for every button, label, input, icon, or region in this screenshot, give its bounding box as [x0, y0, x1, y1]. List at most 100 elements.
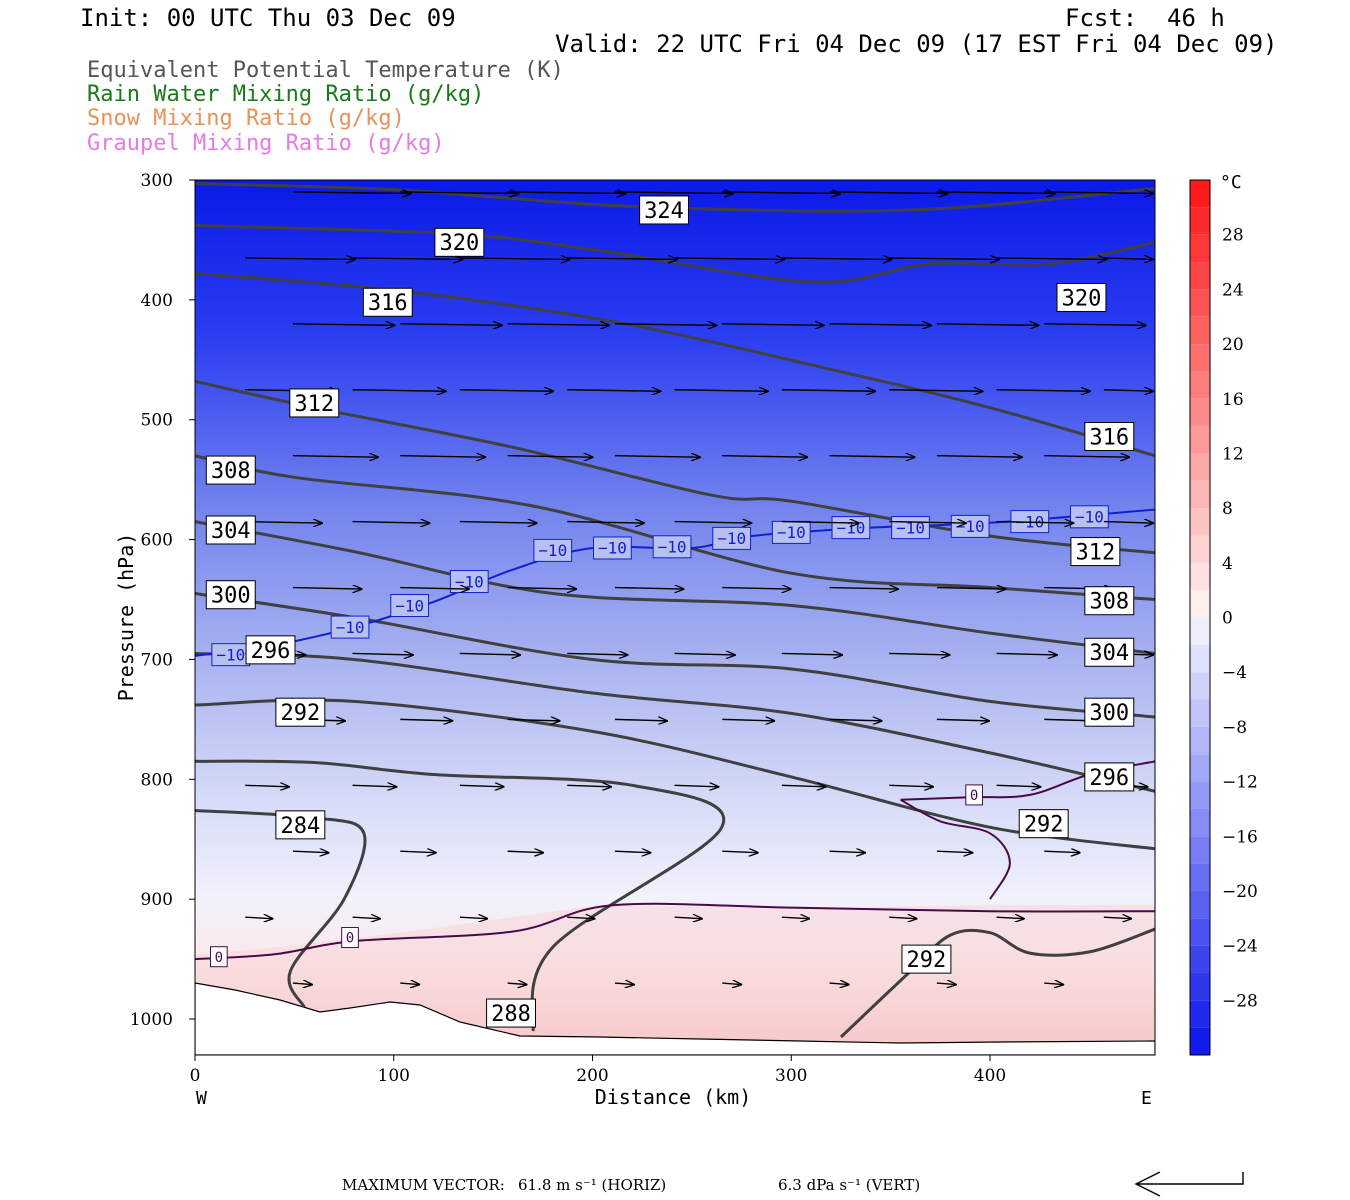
- contour-label-312-box: [289, 388, 340, 418]
- wind-vector: [1103, 522, 1153, 524]
- x-axis: 0 100 200 300 400: [190, 1055, 1006, 1086]
- wind-vector: [507, 192, 626, 194]
- contour-label-292: 292: [901, 944, 952, 974]
- theta-e-contours: [195, 182, 1155, 1039]
- contour-label-316-text: 316: [368, 291, 408, 316]
- contour-label-308-box: [205, 455, 256, 485]
- isotherm-minus10-label: −10: [593, 536, 632, 560]
- wind-vector: [996, 785, 1041, 787]
- wind-vector: [996, 917, 1024, 919]
- contour-label-292-text: 292: [1024, 813, 1064, 838]
- isotherm-minus10-label-box: [330, 615, 370, 639]
- isotherm-minus10-label-box: [390, 594, 430, 618]
- wind-vector: [614, 456, 700, 458]
- wind-vector: [674, 390, 768, 392]
- contour-label-308-text: 308: [1089, 590, 1129, 615]
- isotherm-zero-label-box: [341, 927, 359, 949]
- wind-vector: [507, 851, 543, 853]
- contour-label-316-box: [1084, 422, 1135, 452]
- forecast-hour: 46 h: [1167, 4, 1225, 32]
- colorbar-tick-label: −16: [1222, 827, 1258, 847]
- contour-label-292-box: [1018, 809, 1069, 839]
- isotherm-minus10-label-box: [652, 535, 692, 559]
- wind-vector: [889, 785, 933, 787]
- contour-label-300: 300: [205, 580, 256, 610]
- colorbar-band: [1190, 398, 1210, 427]
- contour-line-292: [839, 927, 1155, 1039]
- contour-label-296-text: 296: [251, 639, 291, 664]
- wind-vector: [1044, 324, 1146, 326]
- wind-vector: [567, 390, 660, 392]
- wind-vector: [936, 983, 956, 985]
- wind-vector: [829, 719, 882, 721]
- wind-vector: [292, 983, 312, 985]
- wind-vector: [459, 653, 520, 655]
- wind-vector: [722, 719, 774, 721]
- contour-label-288-box: [486, 998, 536, 1028]
- wind-vector: [829, 456, 915, 458]
- wind-vector: [352, 653, 413, 655]
- wind-vector: [889, 653, 949, 655]
- contour-label-324-text: 324: [644, 199, 684, 224]
- colorbar-band: [1190, 863, 1210, 891]
- contour-label-304-box: [205, 515, 256, 545]
- isotherm-zero-lower: [195, 902, 1155, 961]
- contour-label-300-box: [205, 580, 256, 610]
- wind-vector: [352, 917, 380, 919]
- colorbar-band: [1190, 590, 1210, 618]
- colorbar-band: [1190, 344, 1210, 372]
- legend-theta-e: Equivalent Potential Temperature (K): [87, 58, 564, 83]
- colorbar-band: [1190, 1000, 1210, 1028]
- wind-vector: [889, 390, 982, 392]
- contour-line-288: [195, 759, 726, 1032]
- contour-label-316: 316: [362, 287, 413, 317]
- isotherm-minus10-label: −10: [390, 594, 430, 618]
- isotherm-zero-label-text: 0: [970, 788, 978, 804]
- wind-vector: [459, 785, 504, 787]
- wind-vector: [829, 588, 899, 590]
- wind-vector: [292, 588, 362, 590]
- contour-label-320-text: 320: [439, 231, 479, 256]
- contour-label-316-text: 316: [1089, 425, 1129, 450]
- wind-vector: [829, 324, 932, 326]
- colorbar-band: [1190, 1027, 1210, 1055]
- wind-vector: [507, 324, 609, 326]
- wind-vector: [567, 653, 627, 655]
- colorbar-band: [1190, 781, 1210, 809]
- contour-label-308-box: [1084, 586, 1135, 616]
- contour-label-288: 288: [486, 998, 536, 1028]
- wind-vector: [1103, 390, 1153, 392]
- contour-label-296-box: [245, 635, 296, 665]
- contour-line-320: [195, 224, 1155, 284]
- contour-label-316-box: [362, 287, 413, 317]
- wind-vector: [292, 851, 329, 853]
- wind-vector: [567, 522, 644, 524]
- contour-labels: 324 320 320 316 316 312 312 308 308 304 304 300 300 2…: [205, 195, 1135, 1028]
- isotherm-minus10-label: −10: [330, 615, 370, 639]
- colorbar-tick-label: −20: [1222, 882, 1258, 902]
- wind-vector: [674, 522, 752, 524]
- wind-vector: [459, 917, 487, 919]
- colorbar-tick-label: 16: [1222, 390, 1244, 410]
- colorbar-band: [1190, 699, 1210, 727]
- wind-vector: [567, 917, 594, 919]
- wind-vector: [781, 785, 826, 787]
- colorbar-tick-label: 4: [1222, 554, 1233, 574]
- isotherm-minus10-label-box: [1070, 505, 1109, 529]
- colorbar-tick-label: −24: [1222, 937, 1258, 957]
- y-tick-label: 300: [141, 171, 173, 191]
- isotherm-minus10-label-text: −10: [598, 539, 627, 558]
- wind-vector: [507, 983, 527, 985]
- wind-vector: [1044, 192, 1153, 194]
- isotherm-minus10-label: −10: [950, 514, 990, 538]
- y-axis: 300 400 500 600 700 800 900 1000: [130, 171, 195, 1030]
- colorbar-tick-label: −8: [1222, 718, 1247, 738]
- contour-label-316: 316: [1084, 422, 1135, 452]
- wind-vector: [614, 192, 733, 194]
- colorbar-band: [1190, 207, 1210, 235]
- contour-label-304-box: [1084, 637, 1135, 667]
- wind-vector: [674, 917, 702, 919]
- isotherm-minus10-label: −10: [831, 516, 871, 540]
- isotherm-minus10-label-text: −10: [956, 517, 985, 536]
- isotherm-zero-label-text: 0: [215, 950, 223, 966]
